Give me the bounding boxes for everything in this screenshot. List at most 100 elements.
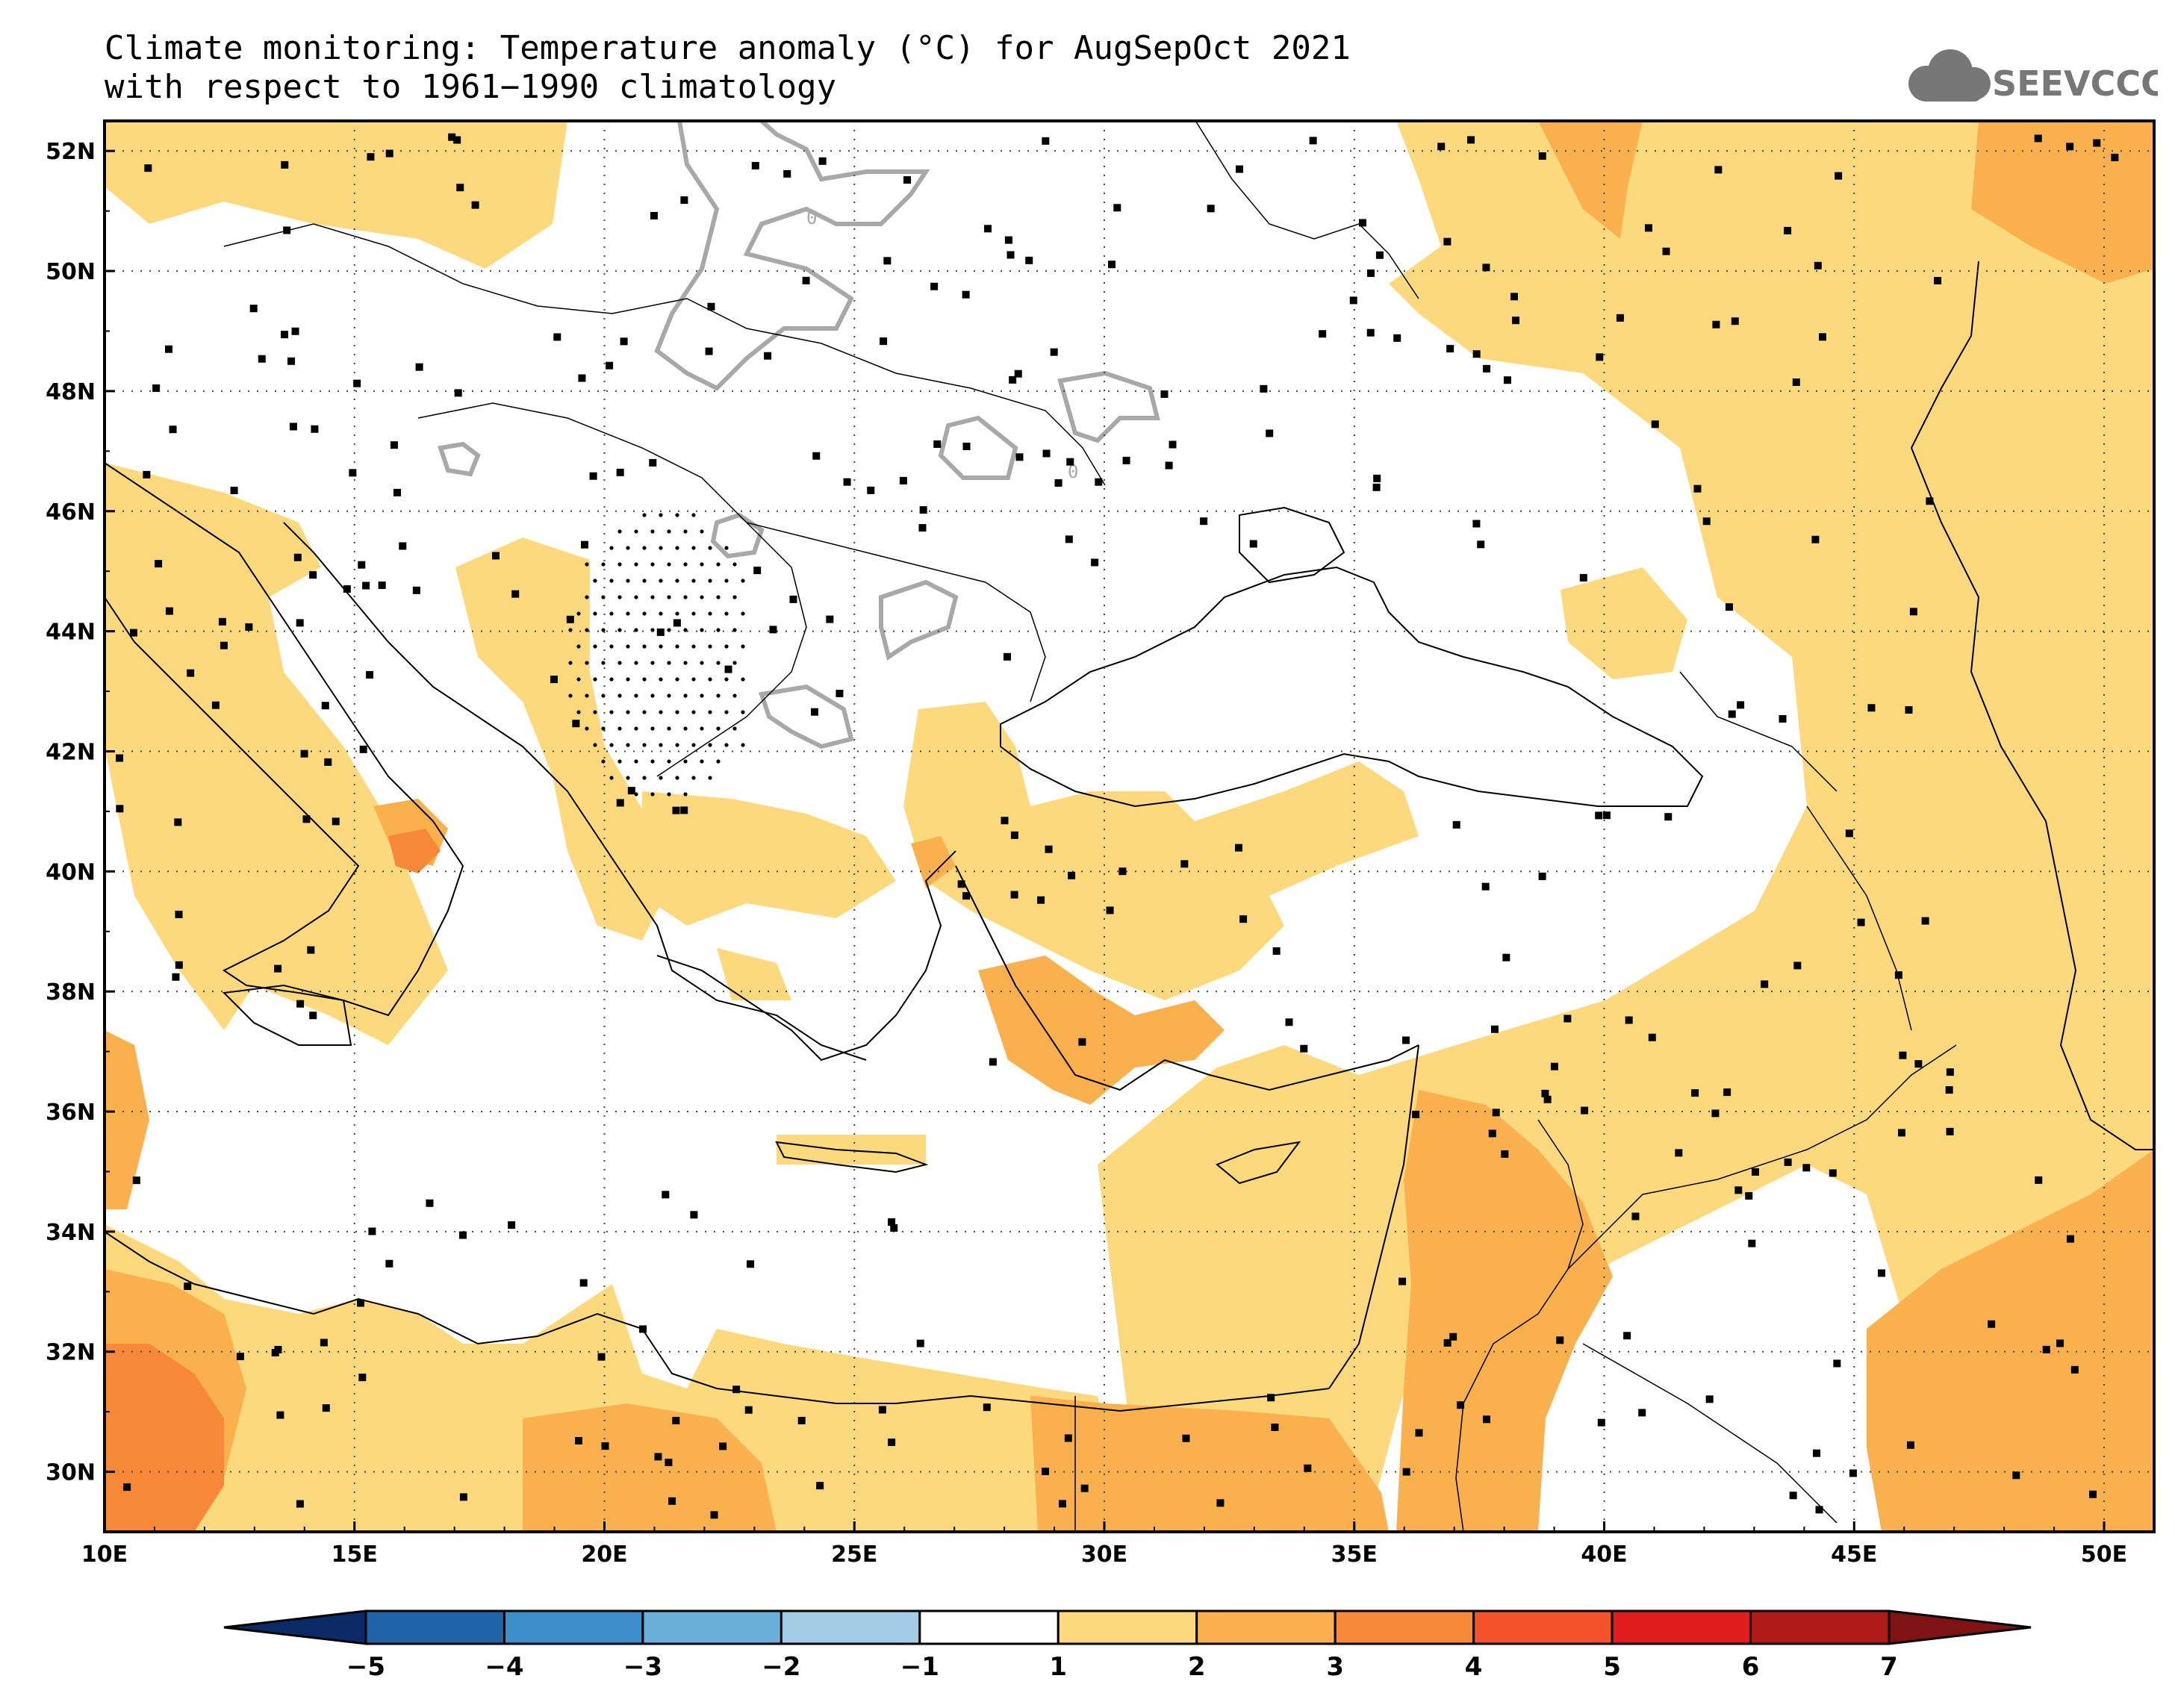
- station-marker: [1897, 1129, 1905, 1137]
- station-marker: [271, 1348, 279, 1356]
- station-marker: [353, 379, 361, 387]
- map-title-line-1: Climate monitoring: Temperature anomaly …: [105, 29, 1351, 67]
- map-frame: [103, 119, 2156, 1533]
- station-marker: [144, 164, 152, 172]
- station-marker: [1814, 261, 1822, 269]
- station-marker: [426, 1199, 434, 1207]
- stipple-dot: [609, 677, 614, 682]
- stipple-dot: [609, 710, 614, 714]
- stipple-dot: [617, 661, 622, 665]
- station-marker: [1216, 1499, 1225, 1507]
- station-marker: [1106, 906, 1114, 914]
- station-marker: [291, 327, 299, 335]
- stipple-dot: [708, 644, 712, 649]
- station-marker: [1160, 390, 1169, 398]
- station-marker: [296, 1500, 304, 1508]
- station-marker: [1651, 420, 1659, 428]
- station-marker: [1723, 1088, 1731, 1097]
- station-marker: [1581, 1106, 1589, 1115]
- colorbar-swatch: [1195, 1609, 1337, 1645]
- station-marker: [1372, 483, 1381, 491]
- station-marker: [349, 469, 357, 477]
- station-marker: [129, 629, 137, 637]
- station-marker: [616, 468, 624, 476]
- stipple-dot: [601, 726, 606, 731]
- station-marker: [274, 964, 282, 973]
- stipple-dot: [667, 792, 671, 797]
- y-tick-label: 48N: [46, 379, 96, 405]
- station-marker: [578, 374, 586, 382]
- station-marker: [390, 441, 398, 449]
- station-marker: [843, 478, 851, 486]
- station-marker: [867, 486, 875, 494]
- station-marker: [1745, 1191, 1753, 1200]
- station-marker: [1477, 540, 1485, 549]
- station-marker: [1304, 1464, 1312, 1472]
- stipple-dot: [626, 710, 630, 714]
- stipple-dot: [593, 677, 597, 682]
- contour-label: 0: [806, 208, 817, 228]
- stipple-dot: [650, 595, 655, 599]
- station-marker: [989, 1058, 997, 1066]
- colorbar-arrow-high: [1888, 1609, 2032, 1645]
- stipple-dot: [667, 529, 671, 534]
- station-marker: [1789, 1492, 1797, 1500]
- stipple-dot: [593, 579, 597, 583]
- station-marker: [281, 331, 289, 339]
- stipple-dot: [634, 759, 638, 764]
- station-marker: [359, 745, 367, 753]
- stipple-dot: [585, 595, 589, 599]
- map-subtitle: with respect to 1961−1990 climatology: [105, 68, 837, 106]
- colorbar-swatch: [502, 1609, 644, 1645]
- station-markers: [116, 133, 2119, 1519]
- station-marker: [1725, 603, 1733, 611]
- station-marker: [1358, 219, 1366, 227]
- stipple-dot: [617, 595, 622, 599]
- station-marker: [673, 619, 681, 627]
- station-marker: [1793, 961, 1802, 970]
- station-marker: [1042, 1468, 1050, 1476]
- stipple-dot: [691, 611, 696, 616]
- station-marker: [1779, 714, 1787, 723]
- stipple-dot: [593, 743, 597, 747]
- stipple-dot: [732, 628, 737, 632]
- station-marker: [589, 472, 597, 480]
- cloud-icon: [1908, 49, 1991, 102]
- stipple-dot: [675, 611, 679, 616]
- stipple-dot: [732, 595, 737, 599]
- stipple-dot: [724, 546, 729, 550]
- station-marker: [1579, 573, 1587, 582]
- crimea-coast: [1239, 506, 1345, 584]
- stipple-dot: [576, 677, 581, 682]
- station-marker: [1415, 1429, 1423, 1437]
- station-marker: [276, 1411, 284, 1419]
- stipple-dot: [732, 726, 737, 731]
- station-marker: [665, 1459, 673, 1467]
- station-marker: [616, 799, 624, 807]
- station-marker: [1784, 226, 1792, 234]
- stipple-dot: [659, 579, 663, 583]
- stipple-dot: [626, 546, 630, 550]
- stipple-dot: [700, 694, 704, 698]
- station-marker: [724, 665, 732, 673]
- station-marker: [289, 423, 297, 431]
- stipple-dot: [708, 743, 712, 747]
- y-tick-label: 52N: [46, 139, 96, 165]
- station-marker: [220, 641, 228, 649]
- stipple-dot: [568, 694, 573, 698]
- stipple-dot: [609, 743, 614, 747]
- crete-coast: [775, 1141, 929, 1174]
- station-marker: [672, 806, 680, 814]
- stipple-dot: [741, 677, 745, 682]
- stipple-dot: [642, 710, 647, 714]
- station-marker: [1602, 811, 1611, 820]
- stipple-dot: [741, 743, 745, 747]
- station-marker: [1095, 478, 1103, 486]
- station-marker: [890, 1224, 898, 1232]
- station-marker: [1001, 817, 1009, 825]
- station-marker: [169, 426, 177, 434]
- station-marker: [580, 540, 588, 549]
- station-marker: [1446, 345, 1454, 353]
- colorbar-swatch: [641, 1609, 782, 1645]
- station-marker: [1728, 710, 1736, 718]
